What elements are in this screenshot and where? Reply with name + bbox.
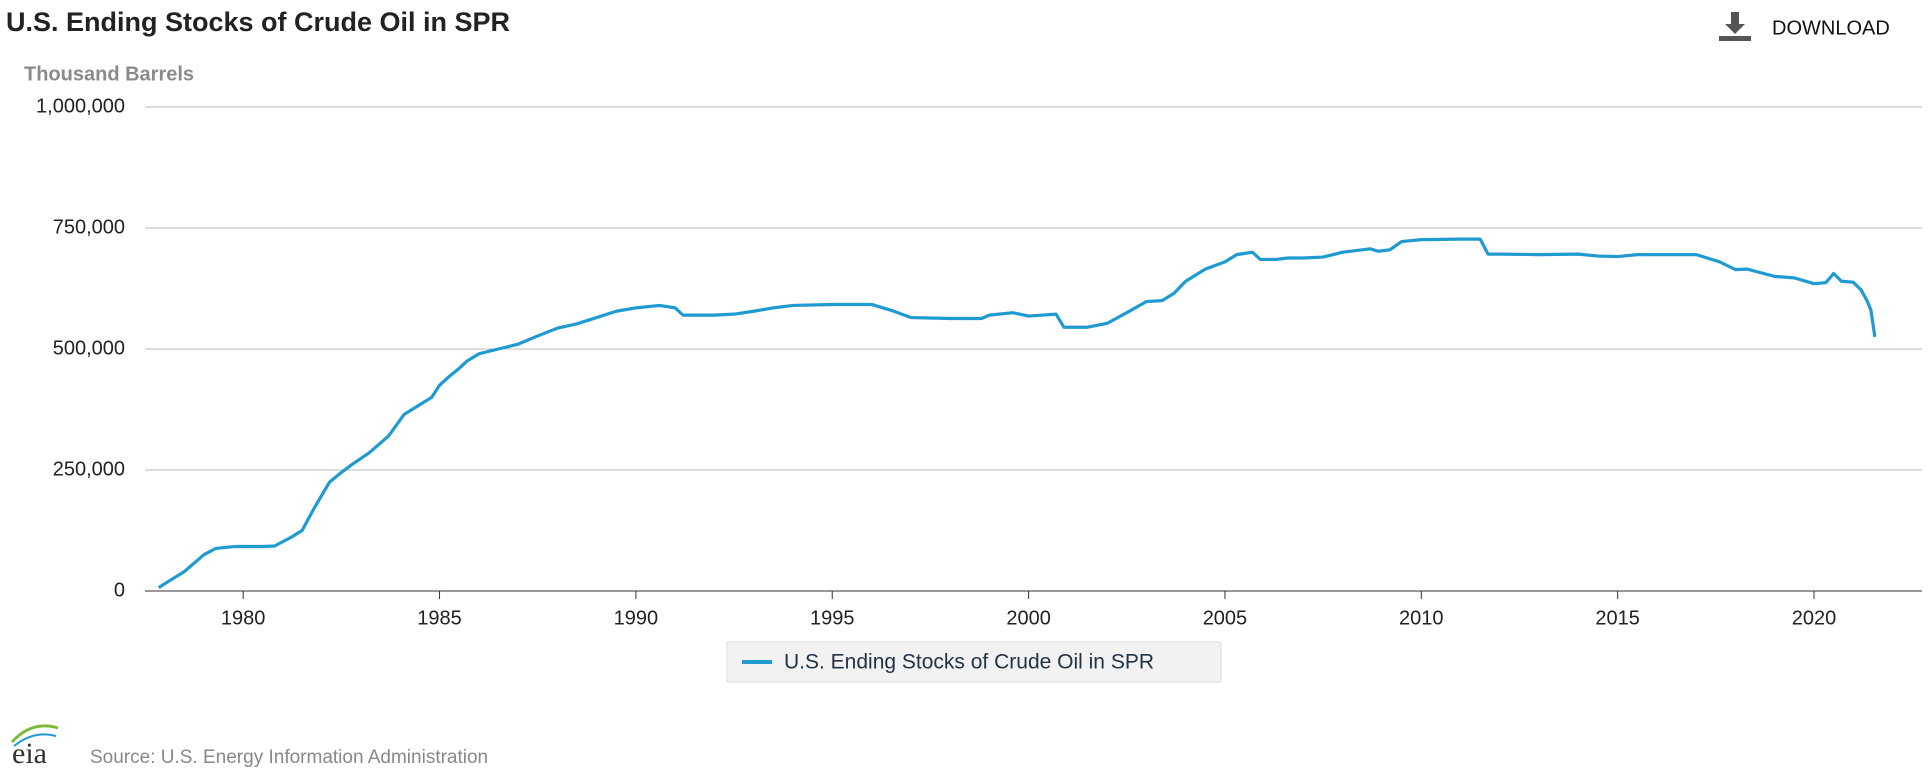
x-tick-label: 1980 [221,607,266,629]
x-tick-label: 2020 [1792,607,1837,629]
x-tick-label: 1990 [614,607,659,629]
download-icon [1725,12,1745,34]
download-label[interactable]: DOWNLOAD [1772,17,1890,39]
y-tick-label: 500,000 [53,337,125,359]
x-tick-label: 2005 [1203,607,1248,629]
x-tick-label: 2000 [1006,607,1051,629]
source-note: Source: U.S. Energy Information Administ… [90,747,488,768]
legend-box [726,641,1222,683]
x-tick-label: 1995 [810,607,855,629]
logo-text: eia [12,737,47,770]
series-line [157,237,1877,589]
download-button-bg[interactable] [1716,10,1926,50]
download-button[interactable]: DOWNLOAD [1716,10,1926,50]
logo-arc-2 [13,733,57,747]
logo-arc [10,724,59,744]
legend-label: U.S. Ending Stocks of Crude Oil in SPR [784,651,1154,674]
y-tick-label: 1,000,000 [36,95,125,117]
chart-title: U.S. Ending Stocks of Crude Oil in SPR [6,7,510,37]
x-tick-label: 2010 [1399,607,1444,629]
x-tick-label: 1985 [417,607,462,629]
logo: eia [10,724,59,770]
legend: U.S. Ending Stocks of Crude Oil in SPR [726,641,1222,683]
plot-area: 0 250,000 500,000 750,000 1,000,000 1980 1985 1… [36,95,1922,629]
y-tick-label: 250,000 [53,458,125,480]
y-tick-label: 750,000 [53,216,125,238]
y-axis-label: Thousand Barrels [24,63,194,85]
x-tick-label: 2015 [1595,607,1640,629]
download-icon-base [1719,36,1751,41]
y-tick-label: 0 [114,579,125,601]
